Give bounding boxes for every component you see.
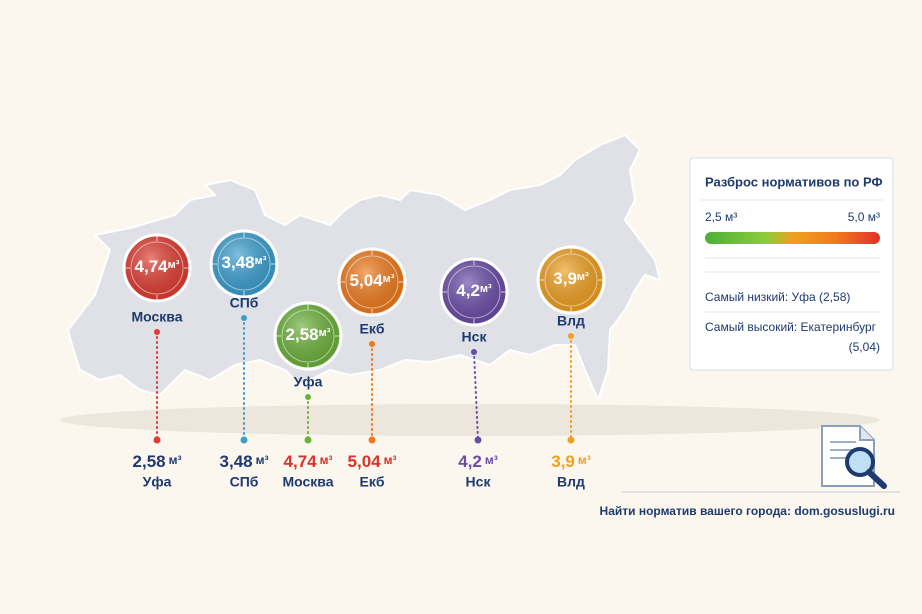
city-label: Москва xyxy=(131,309,182,325)
marker-value: 5,04м³ xyxy=(350,271,395,290)
footer: Найти норматив вашего города: dom.gosusl… xyxy=(600,504,895,518)
value: 3,48 xyxy=(222,253,255,272)
value: 3,9 xyxy=(553,269,577,288)
marker-value: 3,48м³ xyxy=(222,253,267,272)
legend-panel: Разброс нормативов по РФ 2,5 м³ 5,0 м³ С… xyxy=(689,157,894,371)
marker-shade xyxy=(540,249,602,311)
leader-line xyxy=(473,351,479,441)
leader-dot xyxy=(154,329,160,335)
value: 5,04 xyxy=(348,452,382,471)
city-label: Уфа xyxy=(294,374,323,390)
value: 4,74 xyxy=(135,257,169,276)
bottom-value: 2,58 м³ xyxy=(133,452,182,471)
marker-ring xyxy=(281,309,335,363)
bottom-value: 4,2 м³ xyxy=(458,452,498,471)
city-label: Влд xyxy=(557,313,585,329)
marker-ring xyxy=(447,265,501,319)
leader-dot xyxy=(153,436,161,444)
marker-shade xyxy=(341,251,403,313)
unit: м³ xyxy=(256,453,269,467)
leader-dot xyxy=(471,349,477,355)
bottom-value: 3,48 м³ xyxy=(220,452,269,471)
marker-shade xyxy=(126,237,188,299)
marker-value: 3,9м³ xyxy=(553,269,589,288)
marker-ring xyxy=(544,253,598,307)
leader-dot xyxy=(369,341,375,347)
unit: м³ xyxy=(319,327,331,339)
bottom-city: Екб xyxy=(360,474,385,490)
marker-value: 2,58м³ xyxy=(286,325,331,344)
footer-link: dom.gosuslugi.ru xyxy=(794,504,895,518)
scale-bar xyxy=(705,232,880,244)
bottom-value: 4,74 м³ xyxy=(284,452,333,471)
panel-box xyxy=(689,157,894,371)
city-label: Нск xyxy=(462,329,488,345)
value: 4,2 xyxy=(456,281,480,300)
marker-shade xyxy=(277,305,339,367)
value: 2,58 xyxy=(286,325,319,344)
marker-shade xyxy=(213,233,275,295)
leader-dot xyxy=(240,436,248,444)
value: 4,2 xyxy=(458,452,482,471)
unit: м³ xyxy=(255,255,267,267)
unit: м³ xyxy=(480,283,492,295)
value: 2,58 xyxy=(133,452,166,471)
scale-min: 2,5 м³ xyxy=(705,210,737,224)
leader-dot xyxy=(241,315,247,321)
footer-text: Найти норматив вашего города: xyxy=(600,504,791,518)
leader-dot xyxy=(474,436,482,444)
unit: м³ xyxy=(578,453,591,467)
leader-dot xyxy=(568,333,574,339)
bottom-city: СПб xyxy=(230,474,259,490)
marker-shade xyxy=(443,261,505,323)
map-shadow xyxy=(60,404,880,436)
markers: 4,74м³Москва3,48м³СПб2,58м³Уфа5,04м³Екб4… xyxy=(122,229,606,444)
panel-title: Разброс нормативов по РФ xyxy=(705,174,883,189)
city-label: СПб xyxy=(230,295,259,311)
highest: (5,04) xyxy=(849,340,880,354)
marker-ring xyxy=(130,241,184,295)
unit: м³ xyxy=(384,453,397,467)
value: 5,04 xyxy=(350,271,384,290)
unit: м³ xyxy=(485,453,498,467)
marker-ring xyxy=(345,255,399,309)
bottom-city: Уфа xyxy=(143,474,172,490)
city-label: Екб xyxy=(360,321,385,337)
unit: м³ xyxy=(320,453,333,467)
unit: м³ xyxy=(383,273,395,285)
lowest: Самый низкий: Уфа (2,58) xyxy=(705,290,850,304)
leader-dot xyxy=(305,394,311,400)
leader-dot xyxy=(567,436,575,444)
bottom-city: Нск xyxy=(466,474,492,490)
scale-max: 5,0 м³ xyxy=(848,210,880,224)
unit: м³ xyxy=(169,453,182,467)
highest: Самый высокий: Екатеринбург xyxy=(705,320,877,334)
bottom-value: 3,9 м³ xyxy=(551,452,591,471)
search-icon xyxy=(821,425,887,489)
marker-value: 4,2м³ xyxy=(456,281,492,300)
value: 3,48 xyxy=(220,452,253,471)
bottom-value: 5,04 м³ xyxy=(348,452,397,471)
bottom-city: Влд xyxy=(557,474,585,490)
marker-ring xyxy=(217,237,271,291)
value: 3,9 xyxy=(551,452,575,471)
marker-value: 4,74м³ xyxy=(135,257,180,276)
value: 4,74 xyxy=(284,452,318,471)
unit: м³ xyxy=(577,271,589,283)
leader-dot xyxy=(304,436,312,444)
leader-dot xyxy=(368,436,376,444)
bottom-city: Москва xyxy=(282,474,333,490)
unit: м³ xyxy=(168,259,180,271)
